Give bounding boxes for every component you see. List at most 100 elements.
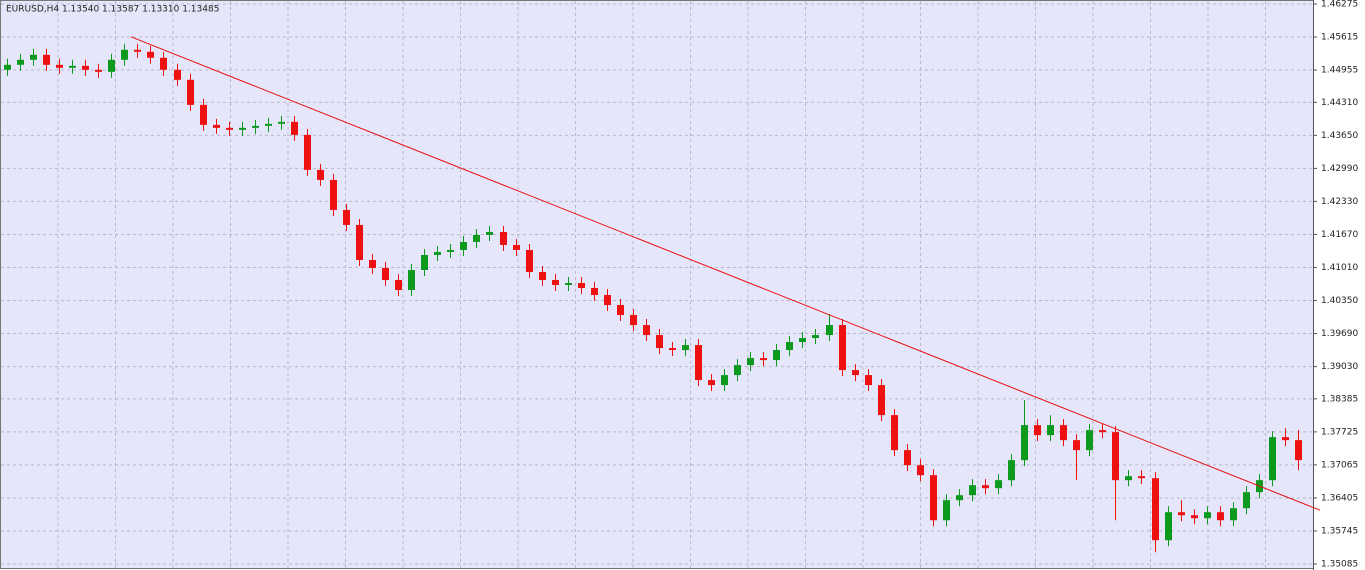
y-tick-label: 1.38385 [1321,394,1358,404]
candle-body [30,54,37,60]
candle-body [56,64,63,68]
candle-body [382,267,389,280]
chart-title: EURUSD,H4 1.13540 1.13587 1.13310 1.1348… [6,5,219,15]
candle-body [1178,512,1185,516]
y-tick-label: 1.39030 [1321,362,1358,372]
candle-body [134,49,141,52]
candle-body [147,51,154,58]
candle-body [552,279,559,286]
candle-body [578,282,585,289]
candle-body [304,134,311,170]
candle-body [69,65,76,68]
candle-body [1021,425,1028,461]
candle-body [213,124,220,128]
candle-body [513,244,520,250]
candle-body [1269,437,1276,481]
candle-body [187,79,194,105]
y-tick-label: 1.42330 [1321,197,1358,207]
plot-area [0,0,1314,569]
candle-body [356,224,363,260]
candle-body [226,127,233,130]
candle-body [695,345,702,381]
candle-body [95,69,102,72]
candle-body [917,465,924,476]
candle-body [539,271,546,280]
candle-body [121,49,128,60]
candle-body [852,370,859,376]
candle-body [669,348,676,351]
candle-body [865,375,872,386]
candle-body [526,249,533,272]
candle-body [956,495,963,501]
y-tick-label: 1.44310 [1321,98,1358,108]
candle-body [1152,478,1159,541]
candle-body [252,125,259,128]
candle-body [617,305,624,316]
candle-body [891,415,898,451]
candle-body [447,249,454,252]
candle-body [760,358,767,361]
candle-body [1086,430,1093,451]
candle-body [174,69,181,80]
candle-body [995,480,1002,489]
candle-body [1191,515,1198,519]
candle-body [343,209,350,225]
candle-body [878,385,885,416]
candle-body [565,282,572,286]
y-tick-label: 1.36405 [1321,493,1358,503]
candle-body [1243,492,1250,509]
candle-body [1060,425,1067,441]
candle-body [200,104,207,125]
candle-body [1112,432,1119,481]
candle-body [799,338,806,343]
candle-body [108,59,115,72]
candle-body [982,485,989,489]
candle-body [1165,512,1172,541]
candle-body [317,169,324,180]
candle-body [839,325,846,371]
candle-body [160,57,167,70]
candle-body [500,231,507,245]
y-tick-label: 1.40350 [1321,296,1358,306]
price-axis [1314,0,1365,570]
candle-body [460,241,467,250]
candle-body [604,295,611,306]
candle-body [17,59,24,65]
candle-body [473,234,480,242]
y-tick-label: 1.43650 [1321,131,1358,141]
y-tick-label: 1.45615 [1321,33,1358,43]
candle-body [943,500,950,521]
candle-body [421,254,428,270]
candle-body [812,335,819,339]
candle-body [773,350,780,361]
candle-body [1008,460,1015,481]
candle-body [330,179,337,210]
candle-body [4,64,11,70]
candle-body [1138,476,1145,479]
candle-body [239,127,246,130]
candle-body [43,54,50,65]
candle-body [734,365,741,376]
candle-body [486,231,493,235]
candle-body [630,315,637,326]
candle-body [1047,425,1054,436]
candle-body [682,345,689,351]
candle-body [369,259,376,268]
y-tick-label: 1.46275 [1321,0,1358,10]
candle-body [708,380,715,386]
y-tick-label: 1.37725 [1321,427,1358,437]
candle-body [1230,508,1237,521]
candle-body [1217,512,1224,521]
candle-body [278,121,285,124]
candle-body [1034,425,1041,436]
y-tick-label: 1.37065 [1321,460,1358,470]
candle-body [408,269,415,291]
candle-body [1295,440,1302,461]
candle-body [265,123,272,126]
candle-body [643,325,650,336]
candle-body [930,475,937,521]
candle-body [721,375,728,386]
y-tick-label: 1.42990 [1321,164,1358,174]
